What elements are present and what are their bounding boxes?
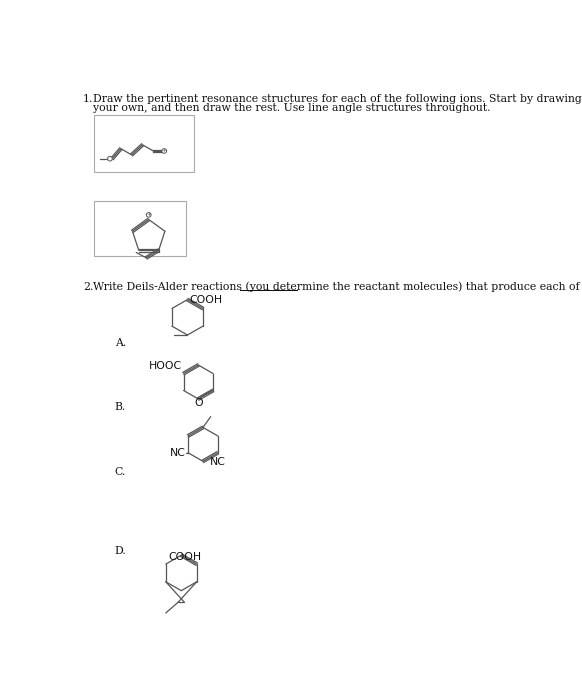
Text: Draw the pertinent resonance structures for each of the following ions. Start by: Draw the pertinent resonance structures … <box>93 94 582 104</box>
Text: A.: A. <box>115 338 126 348</box>
Circle shape <box>147 213 151 217</box>
Text: NC: NC <box>210 458 226 468</box>
Text: COOH: COOH <box>190 295 223 304</box>
Text: O: O <box>195 398 204 408</box>
Text: your own, and then draw the rest. Use line angle structures throughout.: your own, and then draw the rest. Use li… <box>93 103 491 113</box>
Text: 2.: 2. <box>83 282 93 292</box>
Text: HOOC: HOOC <box>149 361 182 371</box>
Text: C.: C. <box>115 468 126 477</box>
Text: D.: D. <box>115 546 126 556</box>
Circle shape <box>162 148 166 153</box>
Text: 1.: 1. <box>83 94 93 104</box>
Text: B.: B. <box>115 402 126 412</box>
Text: NC: NC <box>170 448 186 458</box>
Text: Write Deils-Alder reactions (you determine the reactant molecules) that produce : Write Deils-Alder reactions (you determi… <box>93 282 582 293</box>
Text: +: + <box>162 148 167 153</box>
Text: +: + <box>146 212 151 218</box>
Circle shape <box>108 156 112 161</box>
Bar <box>94 201 186 256</box>
Bar <box>94 115 194 172</box>
Text: COOH: COOH <box>168 552 201 562</box>
